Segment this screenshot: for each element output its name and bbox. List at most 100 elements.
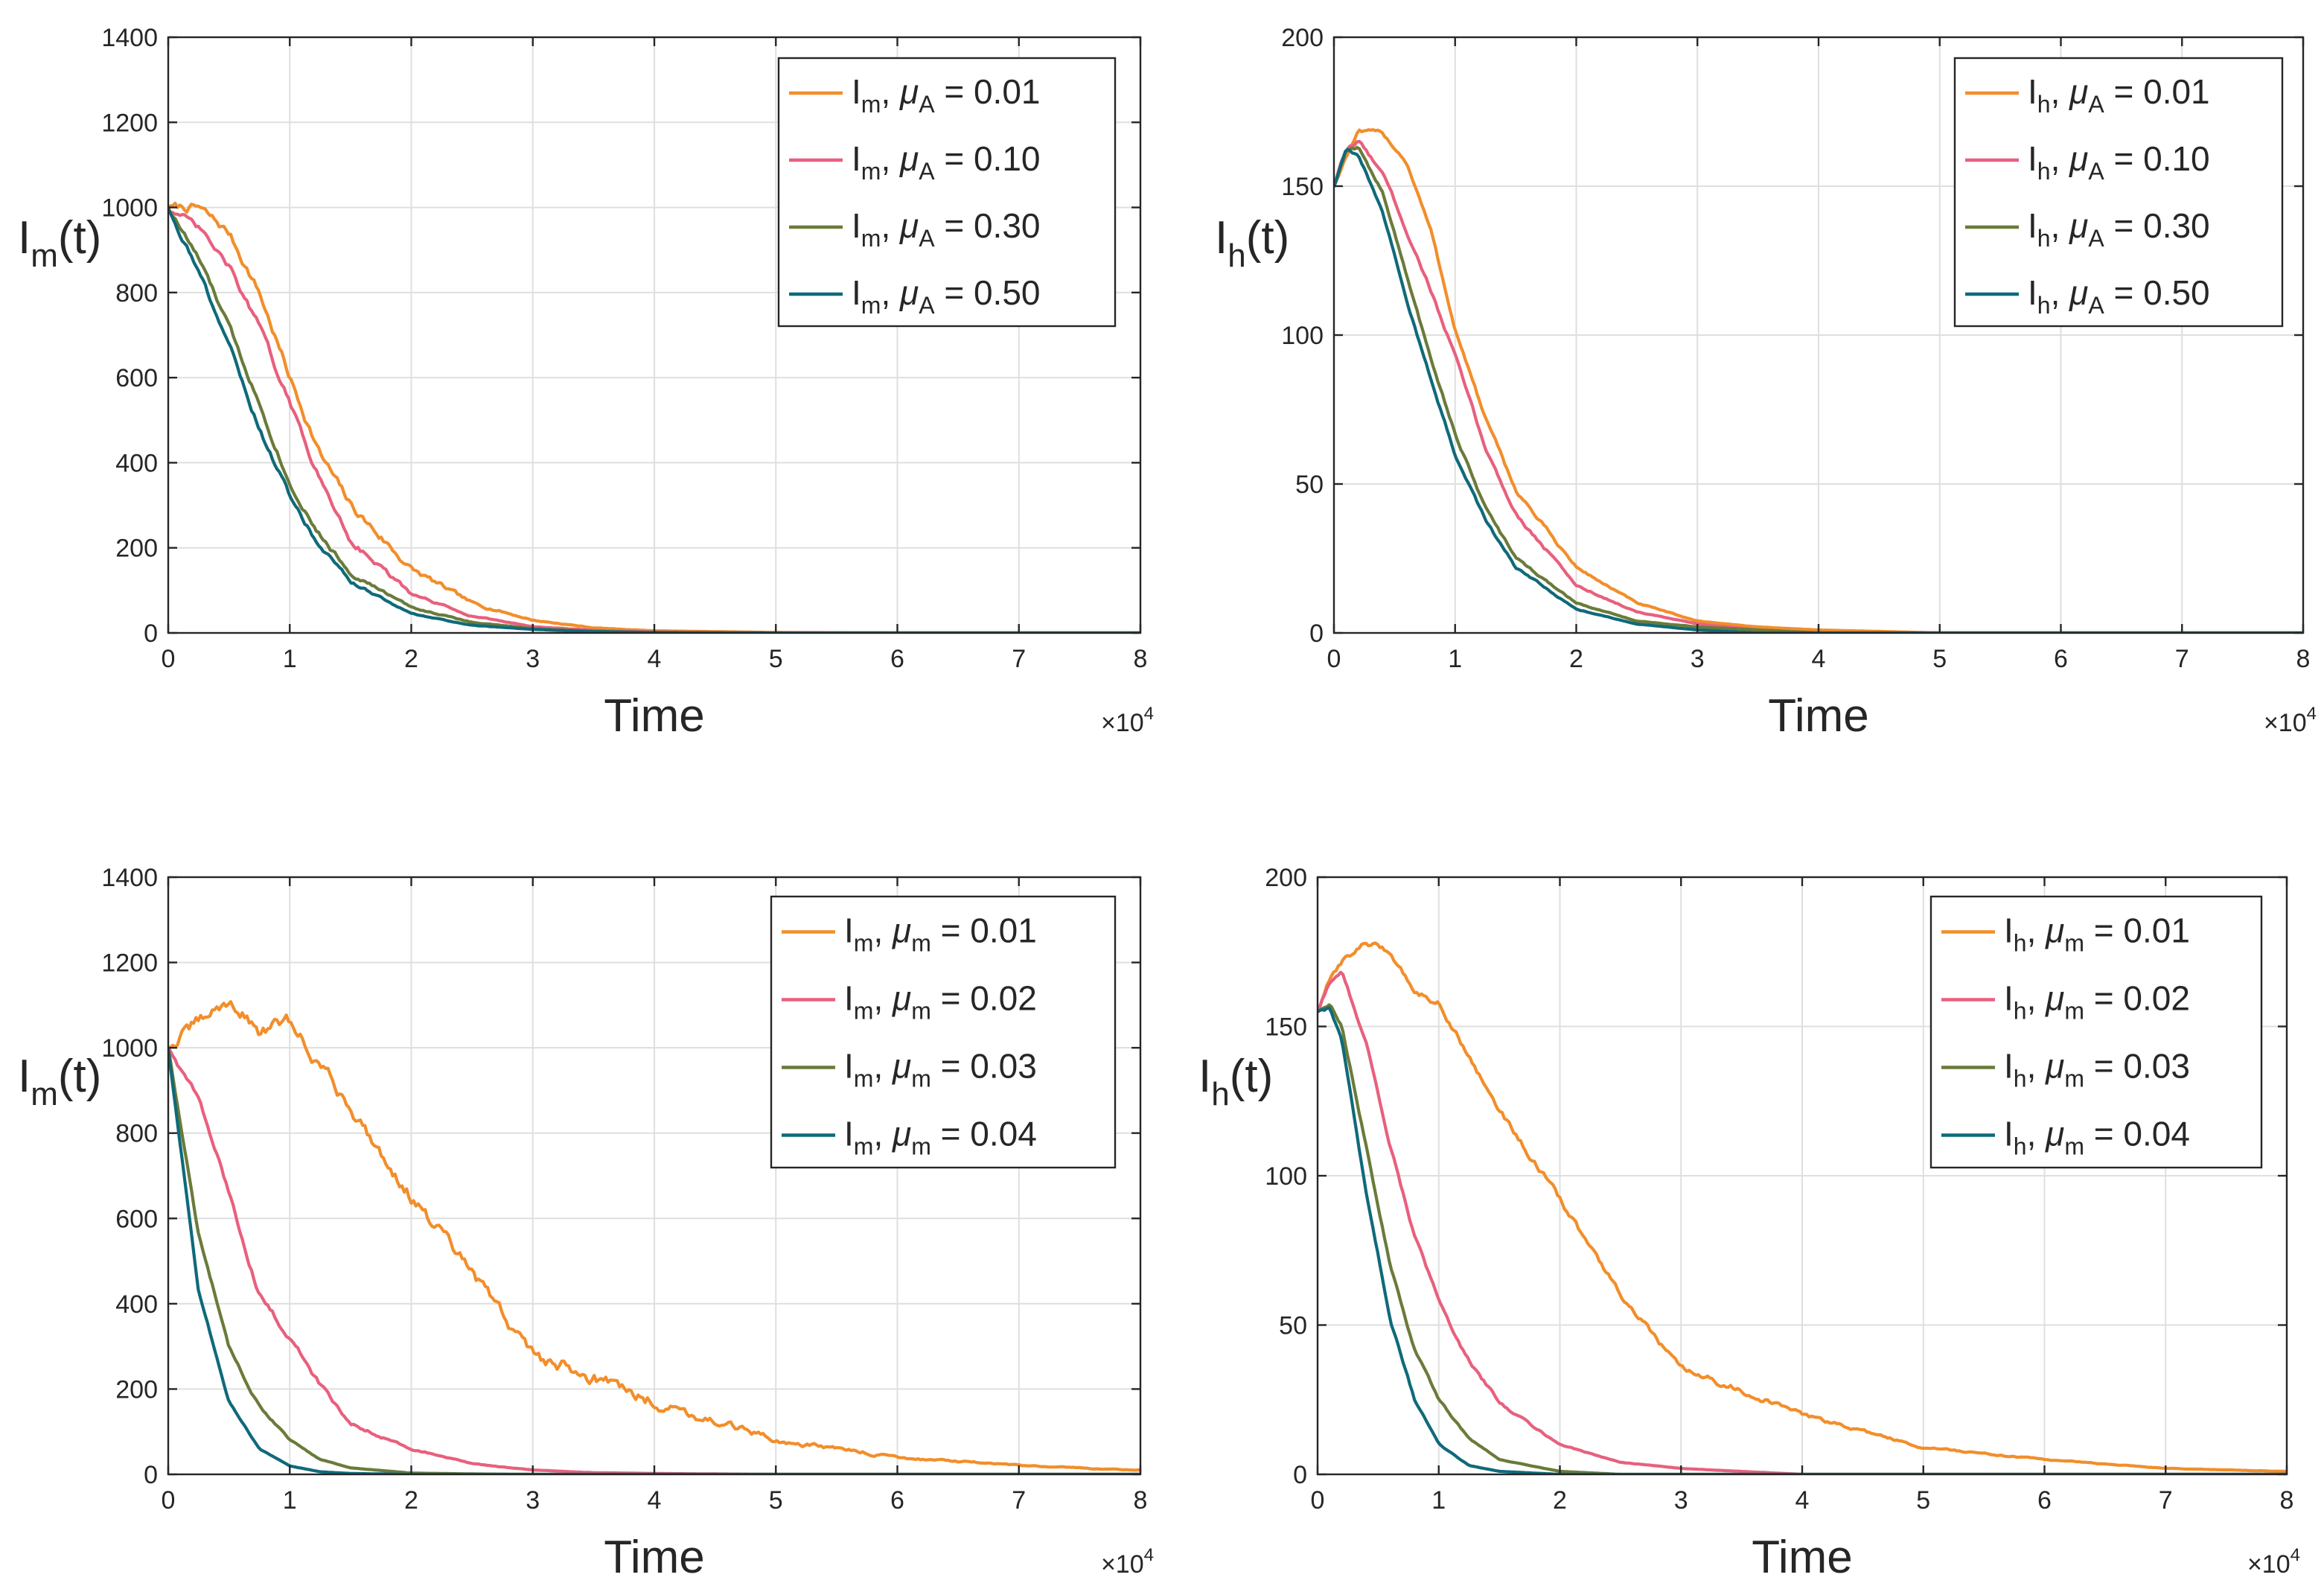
x-multiplier: ×104 <box>2247 1545 2300 1579</box>
y-tick-label: 0 <box>144 620 158 648</box>
series-line-3 <box>1318 1003 2287 1474</box>
x-tick-label: 1 <box>283 1486 297 1515</box>
legend-item: Ih, μA = 0.10 <box>1965 139 2210 185</box>
y-tick-label: 1200 <box>101 949 158 978</box>
legend-item: Im, μm = 0.02 <box>782 979 1037 1025</box>
series-line-4 <box>168 1048 1140 1474</box>
x-tick-label: 4 <box>648 645 662 673</box>
y-tick-label: 50 <box>1279 1312 1307 1340</box>
y-tick-label: 600 <box>115 364 158 392</box>
y-tick-label: 1200 <box>101 109 158 137</box>
series-line-4 <box>1318 1006 2287 1474</box>
x-tick-label: 1 <box>1431 1486 1446 1515</box>
x-axis-title: Time <box>604 690 704 742</box>
legend-label: Im, μm = 0.04 <box>844 1115 1037 1160</box>
y-tick-label: 0 <box>144 1461 158 1489</box>
x-tick-label: 4 <box>648 1486 662 1515</box>
legend-item: Im, μm = 0.01 <box>782 911 1037 957</box>
legend-label: Im, μm = 0.03 <box>844 1047 1037 1092</box>
legend-label: Ih, μm = 0.03 <box>2004 1047 2190 1092</box>
ticks: 0 1 2 3 4 5 6 7 8 0 50 100 150 200 <box>1265 864 2293 1515</box>
y-tick-label: 150 <box>1265 1013 1307 1042</box>
series-line-1 <box>168 1000 1140 1472</box>
x-multiplier: ×104 <box>1101 704 1154 737</box>
y-tick-label: 1400 <box>101 864 158 892</box>
x-tick-label: 8 <box>2280 1486 2294 1515</box>
x-tick-label: 5 <box>769 645 783 673</box>
ticks: 0 1 2 3 4 5 6 7 8 0 50 100 150 200 <box>1281 24 2310 673</box>
y-axis-title: Im(t) <box>18 1051 101 1112</box>
y-tick-label: 50 <box>1295 471 1324 499</box>
x-tick-label: 2 <box>1553 1486 1567 1515</box>
legend-box <box>770 895 1117 1169</box>
y-tick-label: 800 <box>115 279 158 308</box>
legend: Im, μm = 0.01 Im, μm = 0.02 Im, μm = 0.03 I… <box>770 895 1117 1169</box>
x-tick-label: 2 <box>404 645 418 673</box>
legend-item: Im, μm = 0.04 <box>782 1115 1037 1160</box>
legend-item: Im, μA = 0.10 <box>789 139 1041 185</box>
x-tick-label: 8 <box>1134 645 1148 673</box>
y-tick-label: 600 <box>115 1205 158 1233</box>
legend-item: Ih, μA = 0.01 <box>1965 72 2210 118</box>
y-axis-title: Ih(t) <box>1198 1051 1273 1112</box>
legend-item: Ih, μm = 0.01 <box>1941 911 2190 957</box>
x-axis-title: Time <box>604 1532 704 1583</box>
panel-bottom-right: 0 1 2 3 4 5 6 7 8 0 50 100 150 200 ×104 Time Ih(t) Ih, μm… <box>1198 864 2300 1583</box>
series-line-2 <box>1334 139 2303 633</box>
series-line-3 <box>168 1048 1140 1474</box>
x-tick-label: 1 <box>283 645 297 673</box>
x-tick-label: 5 <box>1932 645 1947 673</box>
x-tick-label: 3 <box>526 1486 540 1515</box>
x-tick-label: 4 <box>1795 1486 1810 1515</box>
y-tick-label: 200 <box>1281 24 1324 52</box>
x-multiplier: ×104 <box>2264 704 2317 737</box>
legend-item: Ih, μA = 0.30 <box>1965 206 2210 252</box>
x-tick-label: 6 <box>890 1486 904 1515</box>
legend-item: Im, μA = 0.50 <box>789 273 1041 319</box>
x-tick-label: 2 <box>1569 645 1583 673</box>
y-tick-label: 0 <box>1293 1461 1307 1489</box>
x-tick-label: 2 <box>404 1486 418 1515</box>
legend-box <box>1953 57 2284 328</box>
legend-label: Im, μA = 0.50 <box>852 273 1041 319</box>
legend-label: Ih, μA = 0.30 <box>2028 206 2210 252</box>
x-tick-label: 3 <box>1691 645 1705 673</box>
legend-label: Im, μm = 0.01 <box>844 911 1037 957</box>
legend-item: Ih, μm = 0.04 <box>1941 1115 2190 1160</box>
x-tick-label: 7 <box>1012 645 1026 673</box>
x-tick-label: 8 <box>2296 645 2311 673</box>
x-tick-label: 0 <box>162 1486 176 1515</box>
x-tick-label: 0 <box>1311 1486 1325 1515</box>
legend-item: Im, μm = 0.03 <box>782 1047 1037 1092</box>
legend-item: Im, μA = 0.01 <box>789 72 1041 118</box>
panel-top-left: 0 1 2 3 4 5 6 7 8 0 200 400 600 800 1000 1200 1400 ×104 Ti… <box>18 24 1154 742</box>
y-tick-label: 100 <box>1281 322 1324 350</box>
y-axis-title: Ih(t) <box>1215 212 1289 274</box>
x-tick-label: 5 <box>1916 1486 1930 1515</box>
x-multiplier: ×104 <box>1101 1545 1154 1579</box>
y-axis-title: Im(t) <box>18 212 101 274</box>
x-tick-label: 6 <box>2037 1486 2052 1515</box>
x-tick-label: 5 <box>769 1486 783 1515</box>
legend-box <box>1929 895 2263 1169</box>
x-tick-label: 0 <box>162 645 176 673</box>
legend-label: Im, μA = 0.10 <box>852 139 1041 185</box>
ticks: 0 1 2 3 4 5 6 7 8 0 200 400 600 800 1000 1200 1400 <box>101 864 1147 1515</box>
legend: Ih, μm = 0.01 Ih, μm = 0.02 Ih, μm = 0.03 I… <box>1929 895 2263 1169</box>
legend-label: Ih, μA = 0.50 <box>2028 273 2210 319</box>
legend-label: Im, μm = 0.02 <box>844 979 1037 1025</box>
series-line-2 <box>1318 970 2287 1474</box>
y-tick-label: 1000 <box>101 194 158 223</box>
y-tick-label: 400 <box>115 449 158 477</box>
legend-label: Ih, μm = 0.04 <box>2004 1115 2190 1160</box>
legend-item: Ih, μA = 0.50 <box>1965 273 2210 319</box>
legend-label: Ih, μA = 0.01 <box>2028 72 2210 118</box>
ticks: 0 1 2 3 4 5 6 7 8 0 200 400 600 800 1000 1200 1400 <box>101 24 1147 673</box>
legend-label: Im, μA = 0.01 <box>852 72 1041 118</box>
x-tick-label: 4 <box>1812 645 1826 673</box>
legend-item: Im, μA = 0.30 <box>789 206 1041 252</box>
panel-top-right: 0 1 2 3 4 5 6 7 8 0 50 100 150 200 ×104 Time Ih(t) Ih, μA… <box>1215 24 2317 742</box>
x-tick-label: 8 <box>1134 1486 1148 1515</box>
legend-label: Im, μA = 0.30 <box>852 206 1041 252</box>
